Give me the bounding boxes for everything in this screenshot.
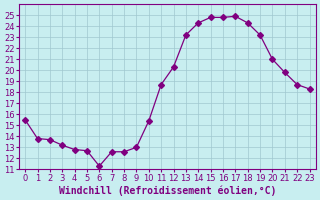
X-axis label: Windchill (Refroidissement éolien,°C): Windchill (Refroidissement éolien,°C) (59, 185, 276, 196)
